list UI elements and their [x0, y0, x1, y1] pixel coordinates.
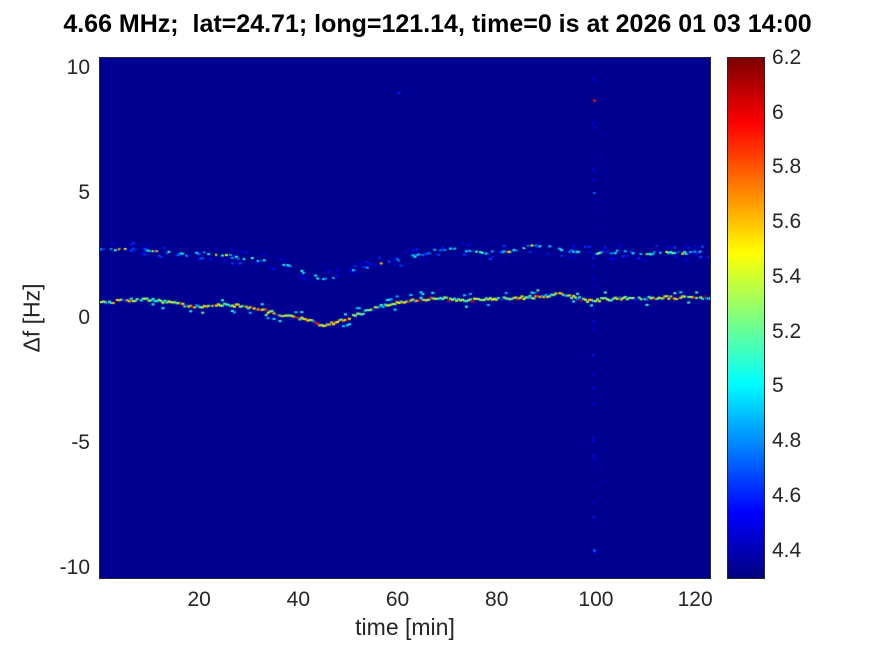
y-tick-label: 5 — [78, 181, 90, 204]
colorbar — [727, 57, 765, 579]
colorbar-tick-label: 6 — [772, 100, 784, 124]
y-tick-label: 10 — [66, 56, 90, 79]
colorbar-tick-label: 6.2 — [772, 46, 802, 69]
heatmap-plot-area — [99, 57, 711, 579]
x-axis-label: time [min] — [355, 614, 455, 640]
y-tick-label: -10 — [59, 556, 90, 579]
colorbar-tick-label: 4.4 — [772, 538, 802, 562]
colorbar-tick-label: 5.4 — [772, 264, 802, 288]
chart-title: 4.66 MHz; lat=24.71; long=121.14, time=0… — [63, 10, 812, 38]
y-tick-label: 0 — [78, 306, 90, 329]
x-tick-label: 20 — [187, 588, 211, 611]
x-tick-label: 80 — [485, 588, 509, 611]
x-tick-label: 40 — [286, 588, 311, 611]
colorbar-tick-label: 5.2 — [772, 319, 802, 343]
x-tick-label: 100 — [578, 588, 614, 611]
colorbar-tick-label: 5 — [772, 374, 784, 398]
y-axis-label: Δf [Hz] — [18, 283, 45, 353]
colorbar-tick-label: 5.8 — [772, 155, 802, 179]
y-tick-label: -5 — [71, 431, 90, 454]
x-tick-label: 60 — [385, 588, 410, 611]
colorbar-tick-label: 4.8 — [772, 429, 802, 453]
x-tick-label: 120 — [677, 588, 713, 611]
colorbar-tick-label: 5.6 — [772, 210, 802, 234]
colorbar-tick-label: 4.6 — [772, 483, 802, 507]
